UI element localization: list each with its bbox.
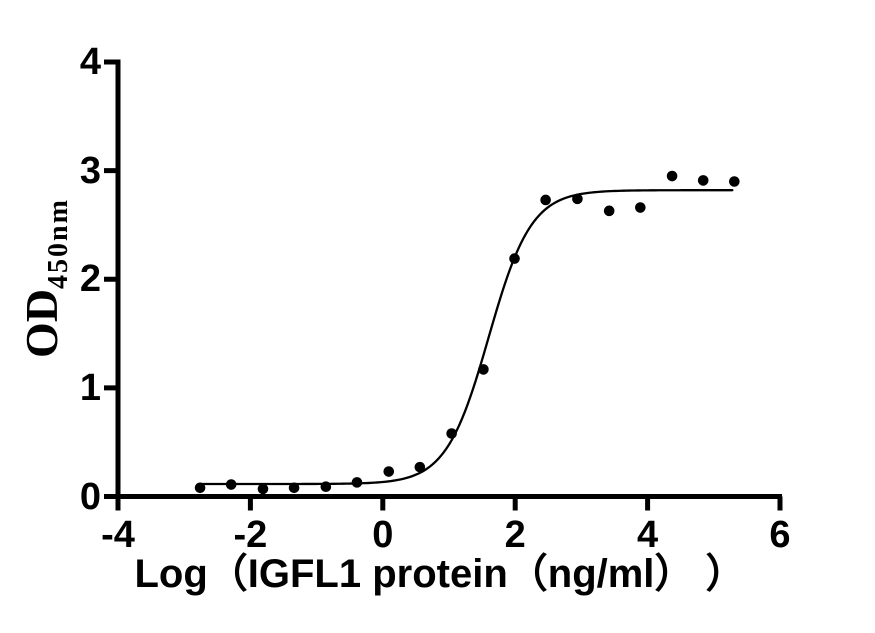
y-tick-label: 4 bbox=[79, 41, 101, 83]
data-point bbox=[257, 483, 269, 495]
x-tick-label: 6 bbox=[769, 514, 791, 556]
y-axis-title-main: OD bbox=[15, 288, 67, 358]
data-point bbox=[478, 364, 489, 375]
data-point bbox=[194, 482, 206, 494]
y-tick-label: 3 bbox=[79, 149, 101, 192]
y-tick-label: 0 bbox=[79, 475, 101, 518]
data-point bbox=[320, 481, 332, 493]
data-point bbox=[225, 479, 237, 490]
data-point bbox=[446, 428, 457, 439]
data-point bbox=[351, 477, 363, 488]
y-tick-label: 1 bbox=[79, 366, 101, 409]
data-point bbox=[729, 176, 740, 187]
data-point bbox=[572, 193, 583, 205]
data-point bbox=[635, 202, 646, 213]
data-point bbox=[288, 482, 300, 494]
x-tick-label: 0 bbox=[372, 514, 394, 556]
data-point bbox=[603, 205, 615, 217]
fit-curve bbox=[198, 189, 734, 486]
y-tick-label: 2 bbox=[79, 258, 101, 301]
data-point bbox=[666, 170, 678, 182]
x-tick-label: -4 bbox=[101, 514, 135, 556]
data-point bbox=[540, 194, 551, 206]
x-tick-label: 4 bbox=[637, 514, 659, 556]
x-tick-label: 2 bbox=[504, 514, 526, 556]
data-point bbox=[383, 466, 395, 477]
data-point bbox=[414, 461, 426, 473]
data-point bbox=[697, 175, 709, 186]
data-point bbox=[509, 253, 520, 264]
x-tick-label: -2 bbox=[233, 514, 268, 556]
x-axis-title: Log（IGFL1 protein（ng/ml） ） bbox=[134, 552, 746, 596]
